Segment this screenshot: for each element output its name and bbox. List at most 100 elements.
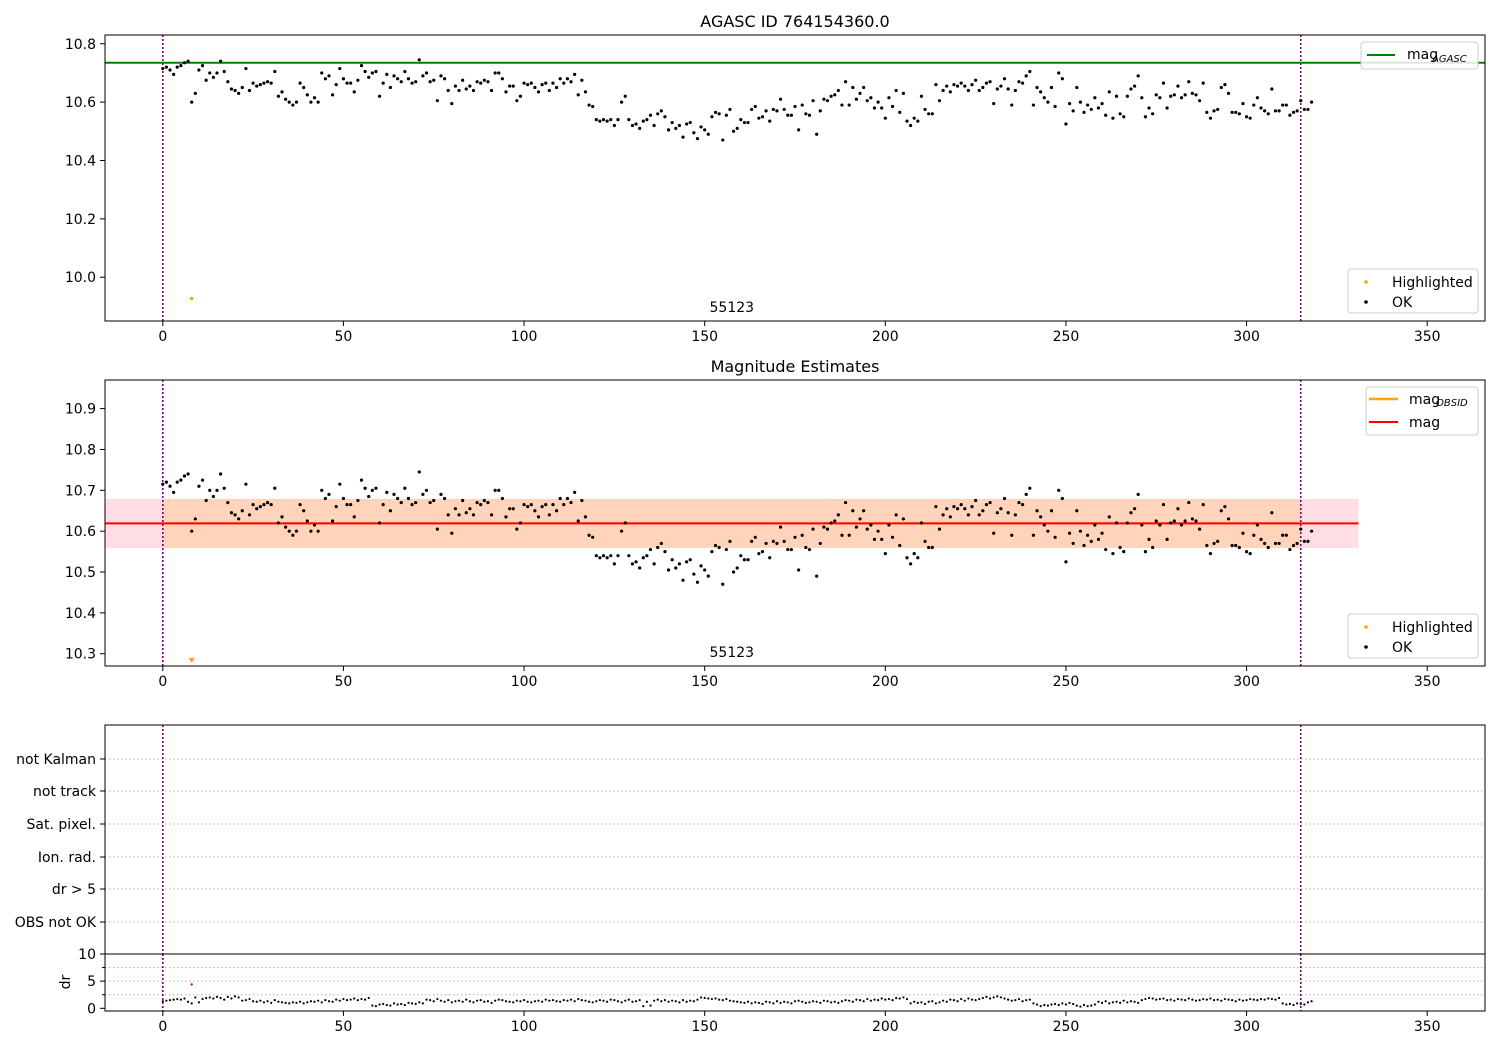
ok-point <box>912 116 916 120</box>
ok-point <box>1096 106 1101 110</box>
ok-point <box>1024 492 1028 496</box>
x-tick-label: 50 <box>335 674 353 690</box>
ok-point <box>352 515 356 519</box>
ok-point <box>807 113 812 117</box>
dr-point <box>1115 1000 1118 1003</box>
ok-point <box>273 486 277 490</box>
ok-point <box>811 527 815 531</box>
ok-point <box>446 513 450 517</box>
ok-point <box>547 88 551 93</box>
ok-point <box>869 96 873 100</box>
ok-point <box>876 100 880 104</box>
ok-point <box>237 517 241 521</box>
ok-point <box>992 531 996 535</box>
dr-point <box>606 1000 609 1003</box>
ok-point <box>312 96 317 100</box>
ok-point <box>204 498 208 503</box>
x-tick-label: 300 <box>1233 674 1260 690</box>
ok-point <box>529 81 533 85</box>
ok-point <box>840 533 844 537</box>
dr-point <box>237 996 240 999</box>
ok-point <box>1118 112 1122 116</box>
ok-point <box>255 84 259 88</box>
ok-point <box>970 83 974 87</box>
dr-point <box>1097 1000 1100 1003</box>
ok-point <box>757 116 761 120</box>
ok-point <box>193 91 197 95</box>
ok-point <box>865 527 869 531</box>
dr-point <box>591 1001 594 1004</box>
ok-point <box>1006 87 1010 91</box>
ok-point <box>1255 96 1260 100</box>
dr-point <box>663 999 667 1002</box>
dr-point <box>486 1000 490 1003</box>
ok-point <box>168 68 172 72</box>
dr-point <box>1137 1001 1140 1004</box>
dr-point <box>580 999 583 1002</box>
ok-point <box>453 507 458 511</box>
agasc-magnitude-panel: 55123 10.0 10.2 10.4 10.6 10.8 0 50 100 150 200 250… <box>65 34 1486 345</box>
ok-point <box>1179 523 1184 527</box>
dr-point <box>1144 997 1147 1001</box>
ok-point <box>435 527 439 531</box>
ok-point <box>468 507 472 511</box>
ok-point <box>377 521 382 525</box>
ok-point <box>887 96 891 100</box>
flag-label: not Kalman <box>16 752 96 768</box>
dr-point <box>468 1000 471 1003</box>
dr-point <box>1014 999 1017 1002</box>
ok-point <box>1039 90 1043 94</box>
ok-point <box>894 88 898 93</box>
ok-point <box>1086 533 1090 537</box>
ok-point <box>341 77 346 81</box>
dr-point <box>1256 999 1259 1002</box>
ok-point <box>1291 110 1296 114</box>
plot-frame <box>104 379 1486 667</box>
ok-point <box>699 564 703 568</box>
ok-point <box>685 122 689 126</box>
plot-background <box>105 954 1485 1011</box>
ok-point <box>688 558 692 562</box>
dr-point <box>1223 997 1226 1001</box>
ok-point <box>291 103 295 107</box>
ok-point <box>775 109 779 113</box>
ok-point <box>193 517 197 521</box>
ok-point <box>1172 519 1176 523</box>
dr-point <box>616 1000 620 1003</box>
ok-point <box>717 112 721 116</box>
legend-highlighted-marker <box>1364 625 1368 629</box>
ok-point <box>399 80 403 84</box>
ok-point <box>540 505 544 509</box>
ok-point <box>479 503 483 507</box>
ok-point <box>1216 107 1220 112</box>
dr-point <box>1147 996 1151 1000</box>
ok-point <box>1299 527 1303 531</box>
dr-point <box>649 1004 652 1007</box>
dr-point <box>230 997 233 1000</box>
ok-point <box>1234 110 1238 114</box>
ok-point <box>204 78 208 82</box>
ok-point <box>851 85 855 90</box>
ok-point <box>1281 103 1285 107</box>
dr-point <box>515 999 518 1002</box>
ok-point <box>367 494 371 499</box>
ok-point <box>442 496 447 501</box>
y-tick-label: 10.2 <box>65 212 96 228</box>
dr-point <box>858 999 862 1002</box>
dr-point <box>396 1003 399 1006</box>
ok-point <box>731 570 736 574</box>
ok-point <box>1161 81 1166 85</box>
ok-point <box>414 500 418 505</box>
dr-point <box>183 997 186 1000</box>
ok-point <box>587 103 591 107</box>
ok-point <box>305 93 309 97</box>
dr-point <box>909 1002 912 1005</box>
ok-point <box>374 486 378 490</box>
ok-point <box>901 517 905 521</box>
x-tick-label: 300 <box>1233 1019 1260 1035</box>
ok-point <box>1223 505 1227 509</box>
ok-point <box>1114 94 1119 98</box>
ok-point <box>688 120 692 125</box>
ok-point <box>284 97 288 101</box>
ok-point <box>182 61 187 65</box>
